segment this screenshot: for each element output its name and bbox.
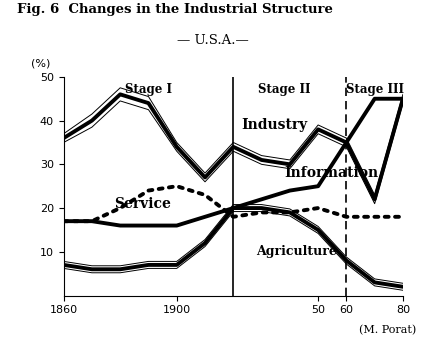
Text: Service: Service (115, 197, 171, 211)
Text: (M. Porat): (M. Porat) (359, 325, 416, 335)
Text: Agriculture: Agriculture (256, 245, 337, 258)
Text: Stage III: Stage III (346, 84, 404, 96)
Text: Industry: Industry (242, 118, 308, 132)
Text: Stage I: Stage I (125, 84, 172, 96)
Text: Information: Information (284, 166, 378, 180)
Text: Fig. 6  Changes in the Industrial Structure: Fig. 6 Changes in the Industrial Structu… (17, 3, 333, 17)
Text: Stage II: Stage II (258, 84, 310, 96)
Text: (%): (%) (31, 58, 51, 68)
Text: — U.S.A.—: — U.S.A.— (177, 34, 248, 47)
